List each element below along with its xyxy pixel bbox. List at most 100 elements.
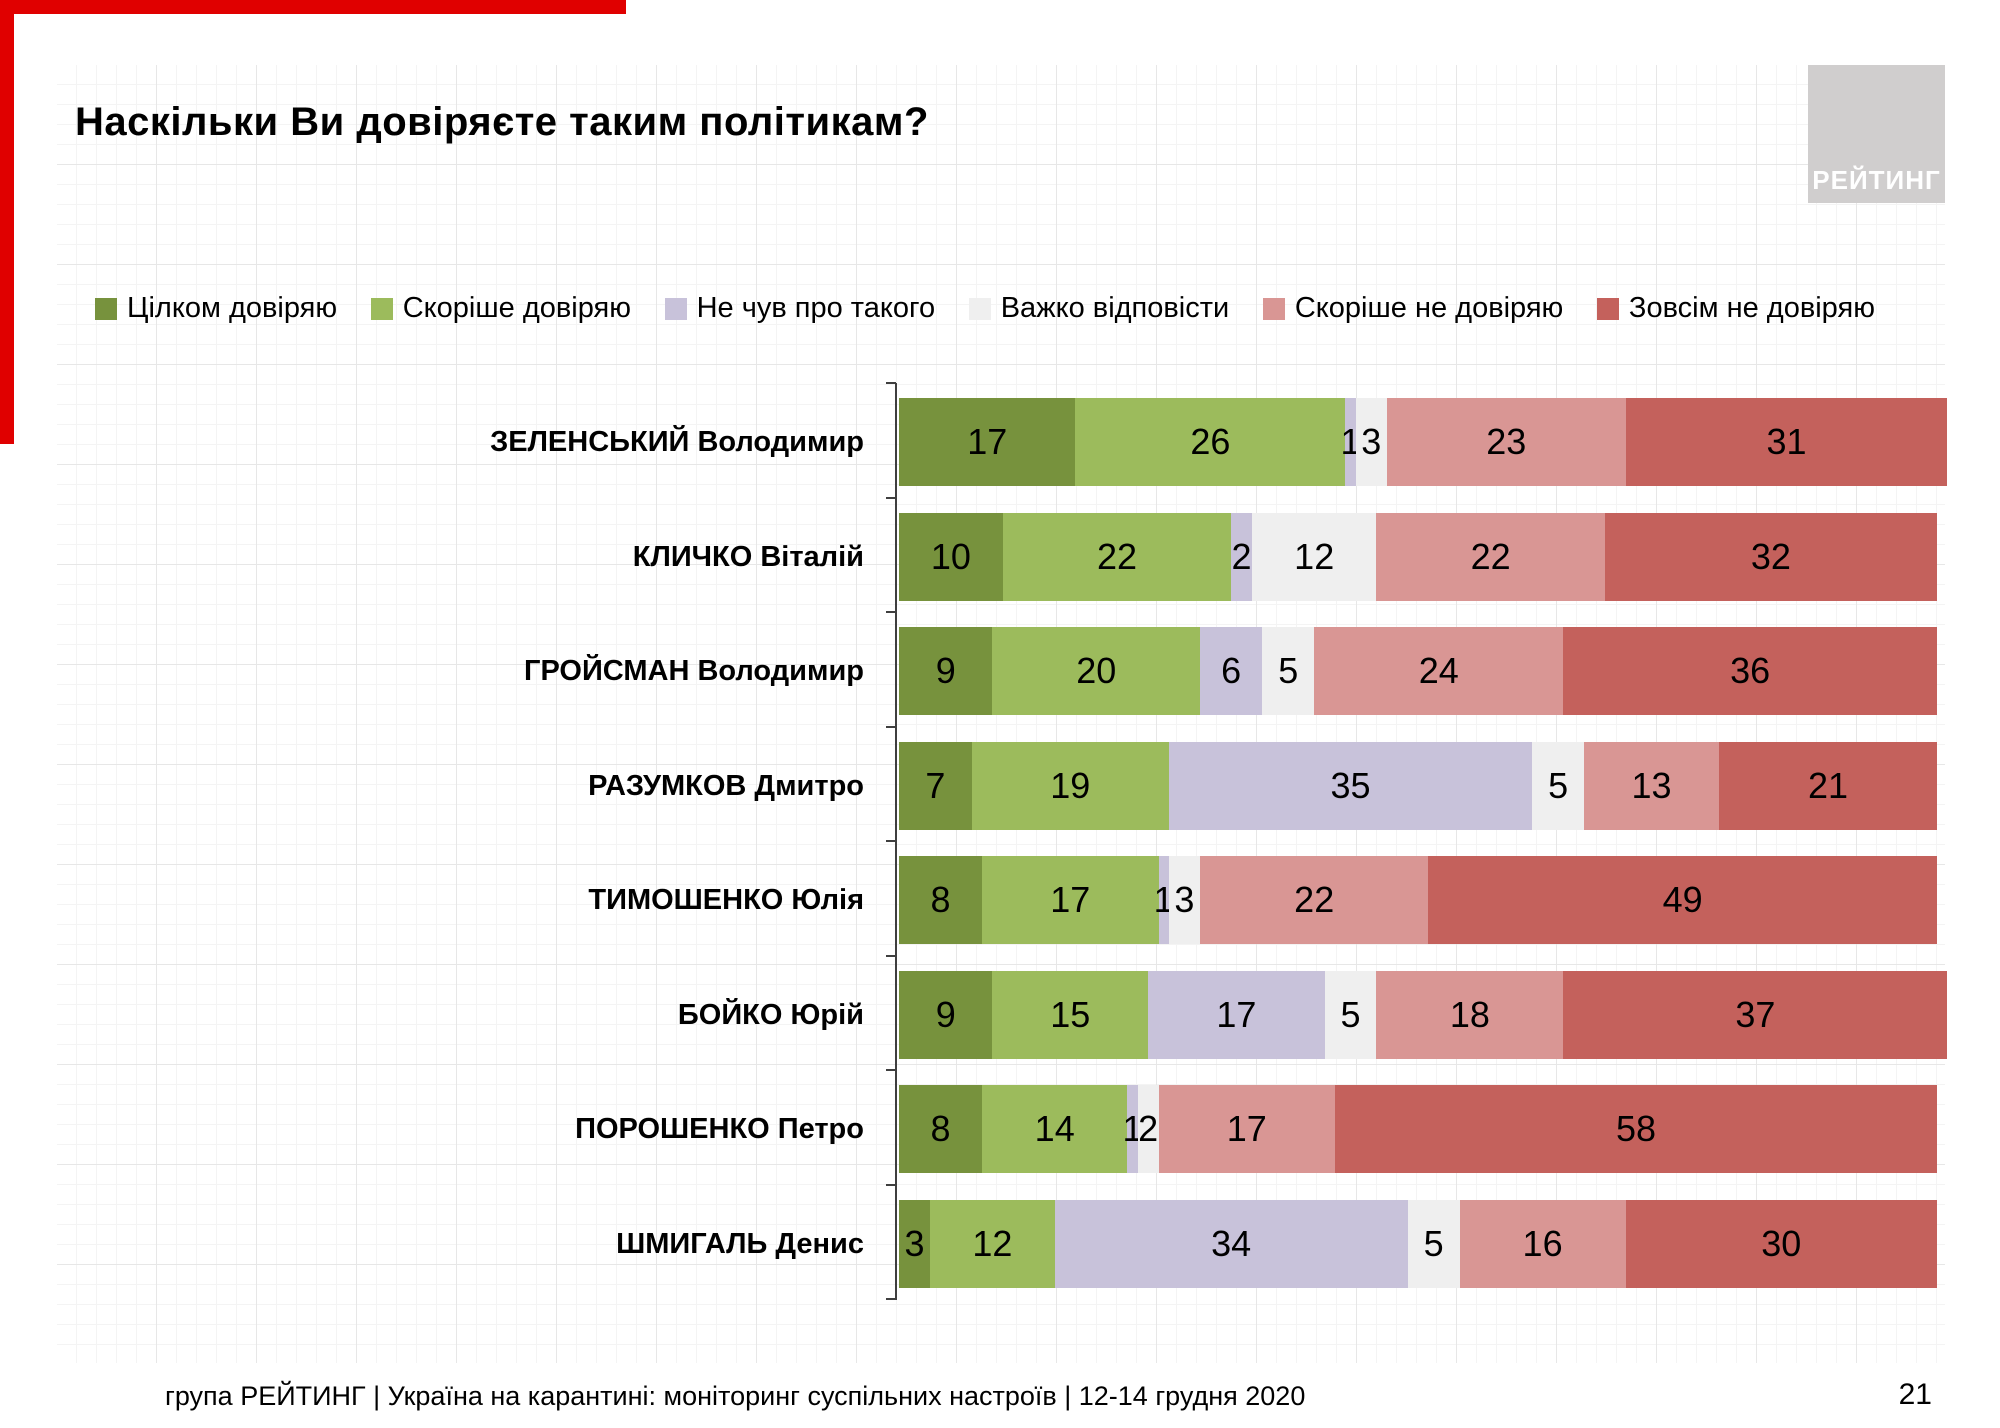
bar-segment-fully_distrust: 49 [1428,856,1937,944]
legend-label: Скоріше довіряю [402,292,631,324]
stacked-bar: 17 26 1 3 23 31 [899,398,1948,486]
bar-segment-rather_trust: 19 [971,741,1169,830]
bar-segment-fully_trust: 9 [899,970,993,1059]
bar-segment-rather_distrust: 22 [1376,512,1605,601]
bar-value-label: 19 [1050,764,1091,806]
legend-swatch-icon [1262,297,1285,320]
bar-segment-not_heard: 1 [1123,1085,1143,1173]
bar-segment-not_heard: 6 [1200,627,1263,715]
bar-value-label: 16 [1522,1222,1563,1264]
stacked-bar: 9 15 17 5 18 37 [899,970,1948,1059]
bar-value-label: 5 [1340,993,1361,1035]
bar-value-label: 9 [935,650,956,691]
bar-value-label: 6 [1221,650,1242,691]
bar-segment-rather_trust: 20 [992,627,1201,715]
category-label: ШМИГАЛЬ Денис [616,1227,864,1260]
legend-swatch-icon [1596,297,1619,320]
bar-value-label: 14 [1034,1108,1075,1149]
bar-value-label: 49 [1662,879,1703,920]
bar-value-label: 26 [1190,421,1231,462]
bar-segment-not_heard: 34 [1054,1199,1408,1288]
bar-segment-rather_distrust: 16 [1459,1199,1626,1288]
bar-segment-hard_to_say: 3 [1355,398,1387,486]
axis-tick [886,1069,896,1071]
bar-segment-fully_distrust: 36 [1563,627,1938,715]
axis-tick [886,382,896,384]
bar-value-label: 13 [1631,764,1672,806]
bar-value-label: 35 [1330,764,1371,806]
bar-value-label: 24 [1418,650,1459,691]
axis-tick [886,496,896,499]
bar-segment-hard_to_say: 5 [1262,627,1315,715]
bar-value-label: 30 [1761,1222,1802,1264]
stacked-bar: 3 12 34 5 16 30 [899,1199,1938,1288]
bar-value-label: 58 [1615,1108,1656,1149]
rating-logo-text: РЕЙТИНГ [1812,165,1941,195]
bar-segment-rather_distrust: 24 [1314,627,1564,715]
bar-value-label: 7 [925,764,946,806]
axis-tick [886,1183,896,1186]
legend-label: Скоріше не довіряю [1294,292,1564,324]
chart-row: ГРОЙСМАН Володимир 9 20 6 5 24 36 [0,627,2000,715]
legend-item-rather_distrust: Скоріше не довіряю [1262,292,1564,325]
bar-segment-hard_to_say: 5 [1407,1199,1460,1288]
accent-bar-top [0,0,626,14]
bar-segment-rather_trust: 15 [992,970,1149,1059]
category-label: ЗЕЛЕНСЬКИЙ Володимир [490,426,864,458]
bar-value-label: 34 [1211,1222,1252,1264]
page-title: Наскільки Ви довіряєте таким політикам? [75,100,929,144]
chart-row: БОЙКО Юрій 9 15 17 5 18 37 [0,970,2000,1059]
bar-segment-hard_to_say: 5 [1324,970,1377,1059]
bar-segment-fully_trust: 10 [899,512,1003,601]
stacked-bar: 8 17 1 3 22 49 [899,856,1937,944]
legend-item-hard_to_say: Важко відповісти [968,292,1229,325]
bar-segment-rather_trust: 14 [982,1085,1128,1173]
bar-value-label: 17 [1050,879,1091,920]
bar-value-label: 1 [1122,1108,1143,1149]
bar-value-label: 3 [1174,879,1195,920]
bar-value-label: 1 [1153,879,1174,920]
stacked-bar: 8 14 1 2 17 58 [899,1085,1937,1173]
chart-row: ПОРОШЕНКО Петро 8 14 1 2 17 58 [0,1085,2000,1173]
axis-tick [886,725,896,728]
bar-segment-fully_trust: 3 [899,1199,931,1288]
bar-value-label: 20 [1076,650,1117,691]
legend-item-rather_trust: Скоріше довіряю [370,292,631,325]
axis-tick [886,1298,896,1300]
axis-tick [886,840,896,842]
bar-value-label: 21 [1807,764,1849,806]
legend-swatch-icon [370,297,393,320]
bar-value-label: 8 [930,879,951,920]
chart-row: ТИМОШЕНКО Юлія 8 17 1 3 22 49 [0,856,2000,944]
category-label: КЛИЧКО Віталій [632,540,864,573]
legend-item-fully_distrust: Зовсім не довіряю [1596,292,1875,325]
bar-value-label: 22 [1096,535,1137,577]
legend-item-fully_trust: Цілком довіряю [95,292,337,325]
category-label: ТИМОШЕНКО Юлія [588,884,864,916]
stacked-bar: 9 20 6 5 24 36 [899,627,1938,715]
bar-segment-fully_trust: 7 [899,741,972,830]
bar-segment-hard_to_say: 2 [1137,1085,1159,1173]
legend-item-not_heard: Не чув про такого [664,292,936,325]
bar-value-label: 12 [1294,535,1335,577]
bar-value-label: 15 [1050,993,1091,1035]
bar-segment-rather_distrust: 13 [1584,741,1720,830]
bar-value-label: 36 [1730,650,1771,691]
legend-label: Не чув про такого [696,292,936,324]
legend-swatch-icon [968,297,991,320]
bar-value-label: 17 [967,421,1008,462]
rating-logo: РЕЙТИНГ [1808,65,1945,203]
bar-value-label: 8 [930,1108,951,1149]
legend-label: Зовсім не довіряю [1628,292,1875,324]
accent-bar-left [0,0,14,444]
page-number: 21 [1898,1378,1932,1411]
bar-segment-not_heard: 1 [1154,856,1174,944]
bar-segment-not_heard: 1 [1341,398,1361,486]
bar-segment-rather_distrust: 22 [1200,856,1429,944]
stacked-bar: 10 22 2 12 22 32 [899,512,1937,601]
bar-segment-fully_trust: 17 [899,398,1076,486]
category-label: БОЙКО Юрій [677,998,864,1031]
legend-label: Цілком довіряю [127,292,338,324]
axis-tick [886,954,896,957]
bar-value-label: 1 [1340,421,1361,462]
